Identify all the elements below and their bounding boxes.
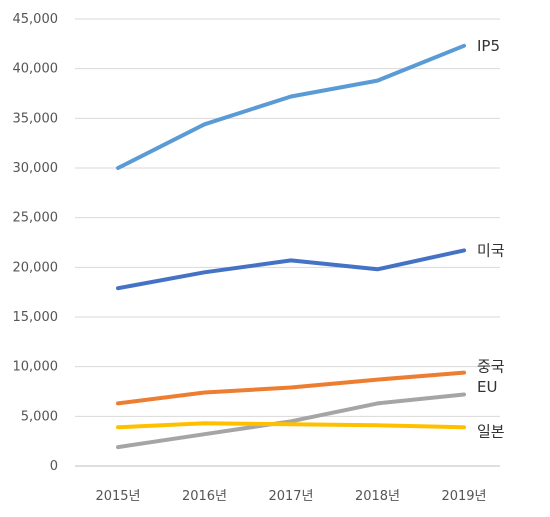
series-line-4 — [116, 421, 466, 430]
x-tick-label: 2015년 — [95, 489, 140, 504]
series-label: 미국 — [477, 241, 505, 259]
y-tick-label: 25,000 — [13, 211, 59, 226]
y-tick-label: 0 — [50, 459, 58, 474]
y-tick-label: 35,000 — [13, 111, 59, 126]
x-tick-label: 2019년 — [441, 489, 486, 504]
y-tick-label: 30,000 — [13, 161, 59, 176]
series-lines — [116, 43, 466, 450]
y-tick-label: 5,000 — [21, 409, 58, 424]
series-label: IP5 — [477, 37, 500, 55]
y-tick-label: 40,000 — [13, 62, 59, 77]
series-line-3 — [116, 392, 466, 450]
x-tick-label: 2017년 — [268, 489, 313, 504]
y-tick-label: 45,000 — [13, 12, 59, 27]
series-label: 일본 — [477, 422, 505, 440]
series-label: EU — [477, 378, 497, 396]
axes: 0 5,000 10,000 15,000 20,000 25,000 30,000 35,0… — [13, 12, 500, 504]
x-tick-label: 2016년 — [182, 489, 227, 504]
series-label: 중국 — [477, 358, 505, 376]
y-tick-label: 15,000 — [13, 310, 59, 325]
x-tick-label: 2018년 — [355, 489, 400, 504]
series-line-2 — [116, 370, 466, 406]
y-tick-label: 10,000 — [13, 360, 59, 375]
y-tick-label: 20,000 — [13, 260, 59, 275]
series-line-1 — [116, 248, 466, 291]
series-line-0 — [116, 43, 466, 170]
gridlines — [75, 18, 500, 417]
